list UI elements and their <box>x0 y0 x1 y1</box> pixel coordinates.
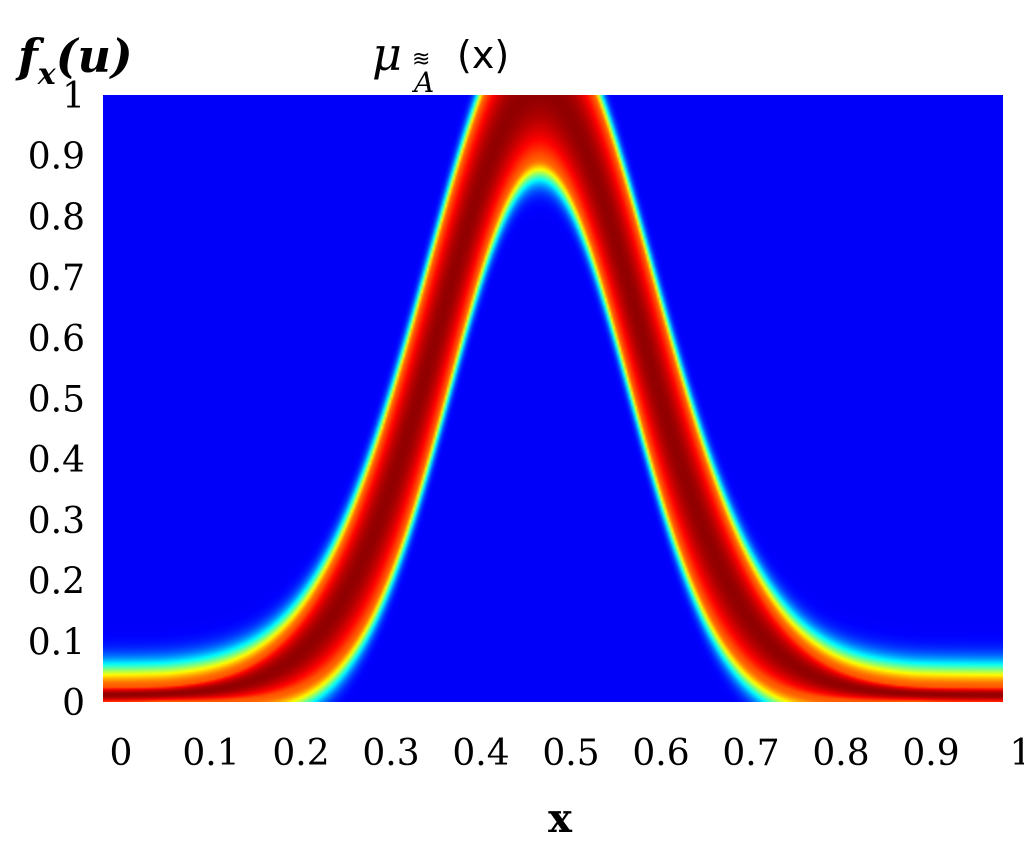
y-tick-label: 0.4 <box>28 440 85 481</box>
y-tick-label: 0 <box>62 683 85 724</box>
x-tick-label: 0.2 <box>272 733 329 774</box>
x-tick-label: 0.5 <box>542 733 599 774</box>
x-axis-label: x <box>548 795 573 842</box>
membership-label-subscript: A <box>411 66 434 99</box>
y-tick-label: 0.6 <box>28 319 85 360</box>
y-axis-ticks: 0 0.1 0.2 0.3 0.4 0.5 0.6 0.7 0.8 0.9 1 <box>28 76 85 724</box>
plot-area <box>103 95 1003 702</box>
x-tick-label: 0.7 <box>722 733 779 774</box>
y-axis-label: fx(u) <box>15 29 133 92</box>
y-tick-label: 0.8 <box>28 197 85 238</box>
membership-label: μ ≋ A (x) <box>372 27 509 99</box>
y-tick-label: 0.2 <box>28 562 85 603</box>
x-tick-label: 0.3 <box>362 733 419 774</box>
x-tick-label: 0 <box>110 733 133 774</box>
x-tick-label: 0.8 <box>812 733 869 774</box>
membership-label-mu: μ <box>372 27 402 81</box>
y-axis-label-arg: (u) <box>56 29 133 83</box>
y-axis-label-subscript: x <box>37 57 57 92</box>
heatmap-image <box>103 95 1003 702</box>
x-tick-label: 0.1 <box>182 733 239 774</box>
y-tick-label: 0.3 <box>28 501 85 542</box>
membership-label-arg: (x) <box>457 33 509 77</box>
x-tick-label: 0.9 <box>902 733 959 774</box>
y-tick-label: 0.5 <box>28 380 85 421</box>
y-tick-label: 0.7 <box>28 258 85 299</box>
x-tick-label: 1 <box>1010 733 1024 774</box>
x-tick-label: 0.6 <box>632 733 689 774</box>
y-tick-label: 0.9 <box>28 137 85 178</box>
y-tick-label: 0.1 <box>28 622 85 663</box>
x-axis-ticks: 0 0.1 0.2 0.3 0.4 0.5 0.6 0.7 0.8 0.9 1 <box>110 733 1024 774</box>
x-tick-label: 0.4 <box>452 733 509 774</box>
membership-label-tilde: ≋ <box>412 47 430 72</box>
y-tick-label: 1 <box>62 76 85 117</box>
